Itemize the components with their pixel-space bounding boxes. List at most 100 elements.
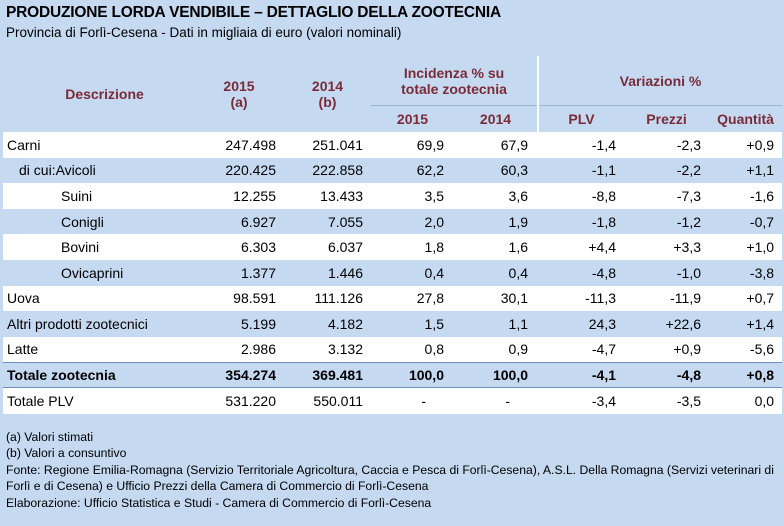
table-row: di cui:Avicoli 220.425 222.858 62,2 60,3… (3, 157, 783, 184)
table-row: Altri prodotti zootecnici 5.199 4.182 1,… (3, 311, 783, 337)
cell-prezzi: -7,3 (624, 183, 710, 209)
page-title: PRODUZIONE LORDA VENDIBILE – DETTAGLIO D… (6, 4, 501, 21)
cell-quantita: +1,1 (709, 157, 783, 184)
cell-incidenza-2015: 0,4 (371, 259, 454, 286)
cell-quantita: +1,0 (709, 234, 783, 260)
table-row: Uova 98.591 111.126 27,8 30,1 -11,3 -11,… (3, 285, 783, 312)
cell-incidenza-2015: - (371, 387, 454, 414)
row-label-text: Ovicaprini (61, 264, 124, 281)
cell-incidenza-2014: 1,9 (454, 208, 539, 235)
row-label-text: Avicoli (55, 162, 96, 179)
header-incidenza-2015: 2015 (396, 111, 429, 127)
cell-prezzi: +3,3 (624, 234, 710, 260)
table-row: Ovicaprini 1.377 1.446 0,4 0,4 -4,8 -1,0… (3, 259, 783, 286)
cell-2014: 6.037 (284, 234, 371, 260)
row-prefix: di cui: (19, 162, 56, 179)
cell-plv: +4,4 (538, 234, 625, 260)
header-2014-note: (b) (318, 94, 337, 110)
note-elaborazione: Elaborazione: Ufficio Statistica e Studi… (6, 495, 432, 510)
cell-2014: 1.446 (284, 259, 371, 286)
cell-prezzi: -3,5 (624, 387, 710, 414)
cell-plv: -11,3 (538, 285, 625, 312)
cell-plv: -1,1 (538, 157, 625, 184)
row-label: Suini (3, 183, 194, 209)
cell-incidenza-2014: 1,6 (454, 234, 539, 260)
note-fonte: Fonte: Regione Emilia-Romagna (Servizio … (6, 462, 774, 494)
row-label: di cui:Avicoli (3, 157, 194, 184)
cell-quantita: +1,4 (709, 311, 783, 337)
note-b: (b) Valori a consuntivo (6, 446, 127, 461)
cell-prezzi: -4,8 (624, 361, 710, 389)
row-label-text: Conigli (61, 213, 104, 230)
cell-plv: -4,7 (538, 336, 625, 363)
cell-quantita: -3,8 (709, 259, 783, 286)
row-label: Uova (3, 285, 194, 312)
row-label: Carni (3, 132, 194, 158)
cell-plv: 24,3 (538, 311, 625, 337)
cell-incidenza-2014: 67,9 (454, 132, 539, 158)
table-row: Carni 247.498 251.041 69,9 67,9 -1,4 -2,… (3, 132, 783, 158)
table-row: Bovini 6.303 6.037 1,8 1,6 +4,4 +3,3 +1,… (3, 234, 783, 260)
header-2015: 2015 (a) (194, 56, 284, 132)
cell-prezzi: -1,0 (624, 259, 710, 286)
cell-quantita: 0,0 (709, 387, 783, 414)
cell-quantita: +0,9 (709, 132, 783, 158)
cell-2014: 251.041 (284, 132, 371, 158)
cell-incidenza-2014: - (454, 387, 539, 414)
cell-2015: 6.303 (194, 234, 284, 260)
cell-incidenza-2014: 30,1 (454, 285, 539, 312)
cell-incidenza-2015: 62,2 (371, 157, 454, 184)
cell-quantita: -1,6 (709, 183, 783, 209)
cell-incidenza-2015: 0,8 (371, 336, 454, 363)
cell-incidenza-2015: 27,8 (371, 285, 454, 312)
header-plv: PLV (537, 105, 625, 132)
header-variazioni: Variazioni % (537, 56, 783, 106)
cell-quantita: -5,6 (709, 336, 783, 363)
cell-incidenza-2015: 3,5 (371, 183, 454, 209)
row-label: Latte (3, 336, 194, 363)
header-descrizione: Descrizione (65, 86, 144, 102)
cell-2014: 4.182 (284, 311, 371, 337)
cell-prezzi: +22,6 (624, 311, 710, 337)
table-row: Conigli 6.927 7.055 2,0 1,9 -1,8 -1,2 -0… (3, 208, 783, 235)
note-a: (a) Valori stimati (6, 430, 94, 444)
header-incidenza: Incidenza % su totale zootecnia (371, 56, 539, 106)
cell-2015: 2.986 (194, 336, 284, 363)
cell-prezzi: -2,3 (624, 132, 710, 158)
cell-incidenza-2015: 69,9 (371, 132, 454, 158)
row-label: Conigli (3, 208, 194, 235)
header-incidenza-line2: totale zootecnia (401, 80, 507, 97)
row-label: Altri prodotti zootecnici (3, 311, 194, 337)
cell-incidenza-2014: 100,0 (454, 361, 539, 389)
cell-2015: 247.498 (194, 132, 284, 158)
row-label: Ovicaprini (3, 259, 194, 286)
cell-2015: 6.927 (194, 208, 284, 235)
cell-2015: 98.591 (194, 285, 284, 312)
cell-incidenza-2014: 3,6 (454, 183, 539, 209)
cell-plv: -3,4 (538, 387, 625, 414)
cell-incidenza-2014: 0,9 (454, 336, 539, 363)
header-2015-year: 2015 (223, 78, 255, 94)
cell-2015: 12.255 (194, 183, 284, 209)
cell-2014: 369.481 (284, 361, 371, 389)
cell-prezzi: -11,9 (624, 285, 710, 312)
cell-plv: -1,4 (538, 132, 625, 158)
cell-incidenza-2015: 100,0 (371, 361, 454, 389)
cell-2014: 13.433 (284, 183, 371, 209)
header-2014: 2014 (b) (284, 56, 371, 132)
table-row-total: Totale zootecnia 354.274 369.481 100,0 1… (3, 361, 783, 389)
cell-incidenza-2014: 0,4 (454, 259, 539, 286)
row-label: Totale zootecnia (3, 361, 194, 389)
cell-plv: -1,8 (538, 208, 625, 235)
cell-plv: -4,8 (538, 259, 625, 286)
cell-2015: 220.425 (194, 157, 284, 184)
cell-incidenza-2014: 60,3 (454, 157, 539, 184)
row-label-text: Suini (61, 187, 93, 204)
page-subtitle: Provincia di Forlì-Cesena - Dati in migl… (6, 25, 402, 40)
cell-prezzi: +0,9 (624, 336, 710, 363)
row-label: Totale PLV (3, 387, 194, 414)
cell-incidenza-2015: 1,8 (371, 234, 454, 260)
table-row: Suini 12.255 13.433 3,5 3,6 -8,8 -7,3 -1… (3, 183, 783, 209)
header-2015-note: (a) (230, 94, 248, 110)
